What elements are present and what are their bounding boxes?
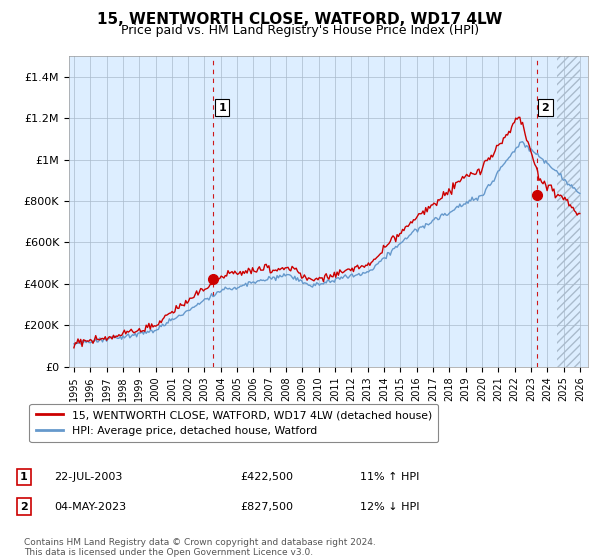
Text: 1: 1 xyxy=(20,472,28,482)
Text: 2: 2 xyxy=(20,502,28,512)
Text: Contains HM Land Registry data © Crown copyright and database right 2024.
This d: Contains HM Land Registry data © Crown c… xyxy=(24,538,376,557)
Text: 1: 1 xyxy=(218,103,226,113)
Text: Price paid vs. HM Land Registry's House Price Index (HPI): Price paid vs. HM Land Registry's House … xyxy=(121,24,479,36)
Text: 04-MAY-2023: 04-MAY-2023 xyxy=(54,502,126,512)
Text: 11% ↑ HPI: 11% ↑ HPI xyxy=(360,472,419,482)
Text: £422,500: £422,500 xyxy=(240,472,293,482)
Legend: 15, WENTWORTH CLOSE, WATFORD, WD17 4LW (detached house), HPI: Average price, det: 15, WENTWORTH CLOSE, WATFORD, WD17 4LW (… xyxy=(29,404,439,442)
Text: 15, WENTWORTH CLOSE, WATFORD, WD17 4LW: 15, WENTWORTH CLOSE, WATFORD, WD17 4LW xyxy=(97,12,503,27)
Text: 22-JUL-2003: 22-JUL-2003 xyxy=(54,472,122,482)
Text: 2: 2 xyxy=(541,103,549,113)
Text: £827,500: £827,500 xyxy=(240,502,293,512)
Text: 12% ↓ HPI: 12% ↓ HPI xyxy=(360,502,419,512)
